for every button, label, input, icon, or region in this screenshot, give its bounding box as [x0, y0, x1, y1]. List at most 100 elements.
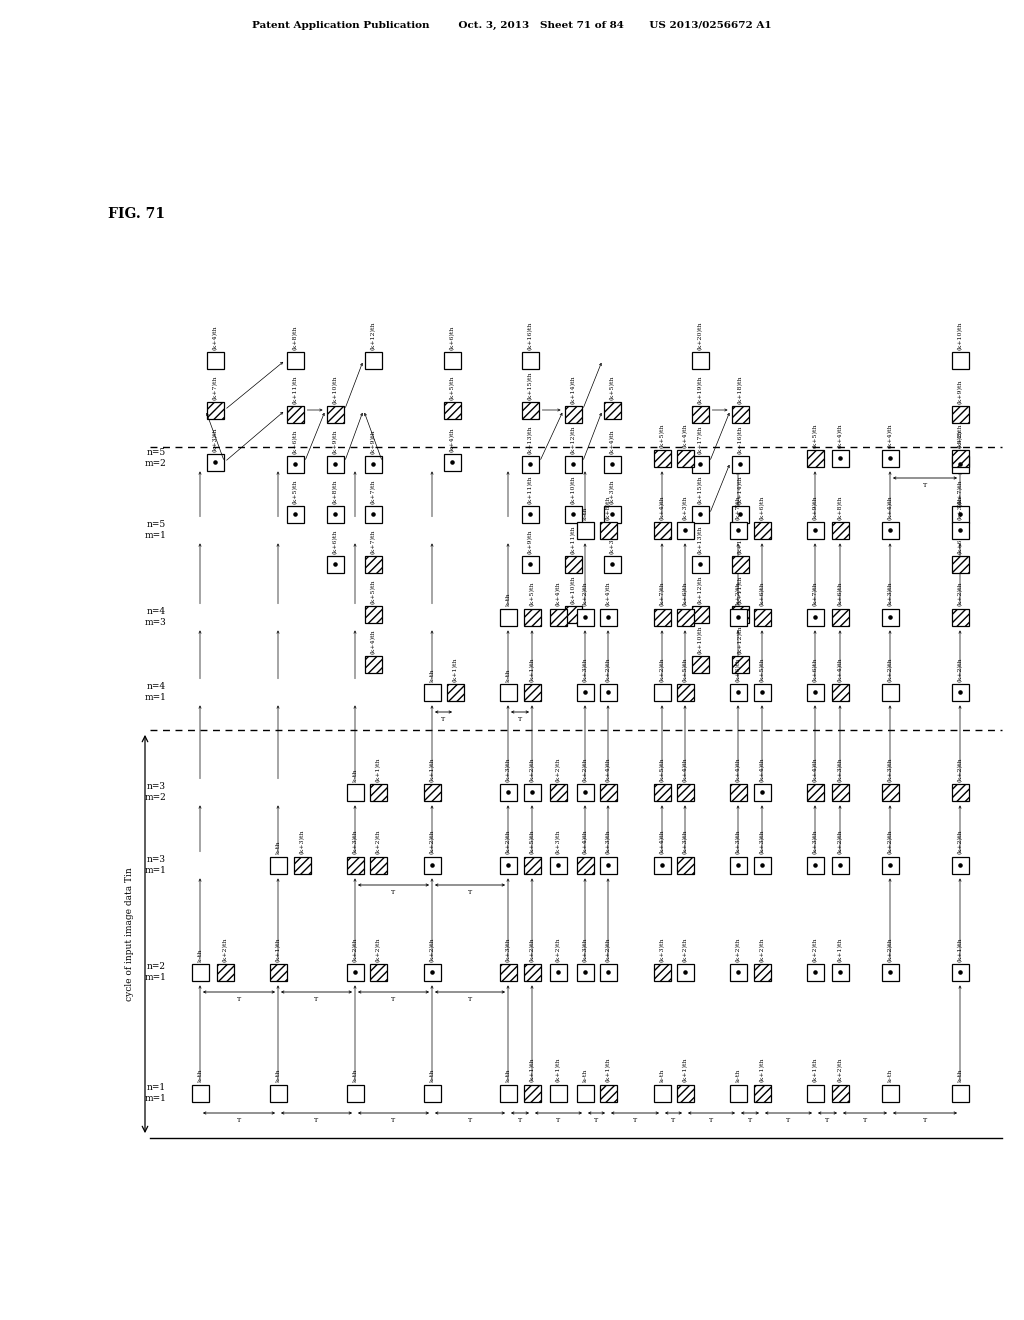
Bar [564, 556, 582, 573]
Text: (k+1)th: (k+1)th [957, 937, 963, 961]
Text: (k+6)th: (k+6)th [957, 529, 963, 553]
Text: (k+2)th: (k+2)th [888, 937, 893, 961]
Bar [807, 521, 823, 539]
Bar [191, 1085, 209, 1101]
Text: (k+3)th: (k+3)th [583, 657, 588, 681]
Text: (k+16)th: (k+16)th [737, 425, 742, 454]
Bar [807, 857, 823, 874]
Text: (k+2)th: (k+2)th [583, 756, 588, 781]
Text: T: T [710, 1118, 714, 1123]
Text: k–th: k–th [583, 1069, 588, 1082]
Bar [691, 656, 709, 672]
Bar [677, 964, 693, 981]
Bar [523, 609, 541, 626]
Bar [951, 506, 969, 523]
Text: T: T [825, 1118, 829, 1123]
Text: (k+2)th: (k+2)th [583, 582, 588, 606]
Bar [882, 684, 898, 701]
Bar [346, 857, 364, 874]
Bar [500, 964, 516, 981]
Bar [365, 351, 382, 368]
Bar [424, 684, 440, 701]
Bar [550, 857, 566, 874]
Bar [599, 1085, 616, 1101]
Text: (k+14)th: (k+14)th [570, 375, 575, 404]
Bar [564, 606, 582, 623]
Text: (k+15)th: (k+15)th [697, 475, 702, 503]
Text: (k+2)th: (k+2)th [812, 937, 817, 961]
Bar [951, 521, 969, 539]
Text: (k+10)th: (k+10)th [697, 624, 702, 653]
Text: (k+6)th: (k+6)th [293, 429, 298, 454]
Text: (k+18)th: (k+18)th [737, 375, 742, 404]
Bar [951, 351, 969, 368]
Text: (k+3)th: (k+3)th [352, 830, 357, 854]
Text: T: T [468, 890, 472, 895]
Text: (k+3)th: (k+3)th [735, 830, 740, 854]
Text: (k+3)th: (k+3)th [555, 830, 560, 854]
Text: (k+4)th: (k+4)th [605, 582, 610, 606]
Text: (k+11)th: (k+11)th [293, 375, 298, 404]
Text: (k+3)th: (k+3)th [682, 495, 687, 520]
Bar [577, 521, 594, 539]
Text: T: T [556, 1118, 560, 1123]
Text: (k+2)th: (k+2)th [529, 937, 535, 961]
Bar [346, 784, 364, 800]
Bar [550, 609, 566, 626]
Bar [882, 784, 898, 800]
Bar [691, 351, 709, 368]
Bar [653, 1085, 671, 1101]
Bar [754, 1085, 770, 1101]
Text: (k+5)th: (k+5)th [529, 582, 535, 606]
Text: (k+2)th: (k+2)th [838, 830, 843, 854]
Text: (k+3)th: (k+3)th [299, 830, 304, 854]
Text: (k+2)th: (k+2)th [838, 1059, 843, 1082]
Text: (k+6)th: (k+6)th [760, 495, 765, 520]
Bar [424, 784, 440, 800]
Text: (k+12)th: (k+12)th [737, 525, 742, 553]
Bar [807, 1085, 823, 1101]
Bar [729, 857, 746, 874]
Text: (k+7)th: (k+7)th [371, 479, 376, 503]
Bar [191, 964, 209, 981]
Text: (k+11)th: (k+11)th [527, 475, 532, 503]
Text: (k+1)th: (k+1)th [605, 1059, 610, 1082]
Bar [691, 405, 709, 422]
Text: (k+5)th: (k+5)th [659, 756, 665, 781]
Text: (k+12)th: (k+12)th [371, 321, 376, 350]
Bar [269, 964, 287, 981]
Bar [807, 964, 823, 981]
Text: (k+2)th: (k+2)th [735, 582, 740, 606]
Bar [500, 784, 516, 800]
Text: T: T [391, 1118, 395, 1123]
Text: T: T [468, 997, 472, 1002]
Text: (k+6)th: (k+6)th [760, 582, 765, 606]
Text: k–th: k–th [429, 668, 434, 681]
Text: (k+2)th: (k+2)th [957, 657, 963, 681]
Text: k–th: k–th [583, 506, 588, 520]
Text: (k+6)th: (k+6)th [450, 325, 455, 350]
Text: (k+2)th: (k+2)th [555, 937, 560, 961]
Text: (k+4)th: (k+4)th [760, 756, 765, 781]
Text: k–th: k–th [506, 668, 511, 681]
Text: (k+2)th: (k+2)th [429, 830, 434, 854]
Bar [577, 784, 594, 800]
Bar [831, 784, 849, 800]
Text: (k+4)th: (k+4)th [659, 495, 665, 520]
Bar [653, 964, 671, 981]
Text: (k+2)th: (k+2)th [605, 657, 610, 681]
Text: k–th: k–th [275, 841, 281, 854]
Bar [951, 609, 969, 626]
Bar [599, 784, 616, 800]
Text: (k+3)th: (k+3)th [506, 756, 511, 781]
Bar [831, 857, 849, 874]
Text: (k+9)th: (k+9)th [957, 379, 963, 404]
Bar [951, 405, 969, 422]
Bar [731, 556, 749, 573]
Bar [564, 405, 582, 422]
Bar [831, 450, 849, 466]
Text: (k+4)th: (k+4)th [212, 325, 217, 350]
Text: (k+17)th: (k+17)th [697, 425, 702, 454]
Bar [731, 405, 749, 422]
Bar [500, 1085, 516, 1101]
